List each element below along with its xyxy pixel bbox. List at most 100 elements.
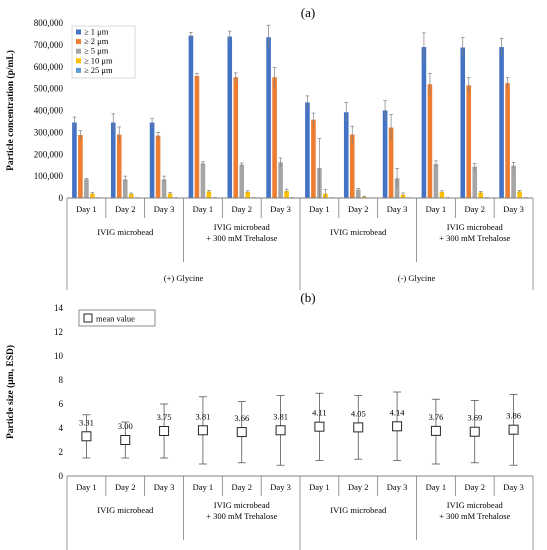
- chart-b-category-label: Day 1: [309, 482, 330, 492]
- chart-a-bar: [284, 191, 289, 198]
- chart-a-group-label: + 300 mM Trehalose: [439, 233, 510, 243]
- chart-b-data-label: 4.11: [312, 408, 327, 418]
- chart-b-y-axis-title: Particle size (μm, ESD): [5, 345, 16, 439]
- chart-b-mean-marker: [430, 425, 441, 436]
- chart-a-category-label: Day 2: [231, 204, 252, 214]
- chart-a-bars: [72, 24, 528, 199]
- chart-b-y-tick-label: 4: [59, 423, 64, 433]
- chart-a-y-tick-label: 600,000: [34, 62, 64, 72]
- chart-a-group-label: IVIG microbead: [214, 222, 271, 232]
- chart-a-y-axis: 0 100,000 200,000 300,000 400,000 500,000 600,…: [5, 5, 315, 203]
- chart-b-panel-label: (b): [300, 290, 315, 305]
- chart-a-bar: [200, 163, 206, 198]
- chart-b-y-tick-label: 10: [54, 351, 64, 361]
- chart-b-legend-swatch: [83, 313, 93, 323]
- chart-b-data-label: 4.05: [351, 408, 366, 418]
- chart-a-bar: [239, 164, 245, 198]
- chart-a-legend-box: [71, 25, 136, 79]
- chart-b-y-tick-label: 2: [59, 447, 64, 457]
- chart-a-bar: [72, 122, 77, 198]
- chart-b-category-label: Day 1: [76, 482, 97, 492]
- chart-a-supergroup-label: (+) Glycine: [164, 273, 204, 283]
- chart-a-bar: [161, 179, 167, 198]
- chart-b-category-label: Day 2: [231, 482, 252, 492]
- chart-b-mean-marker: [275, 425, 286, 436]
- chart-b-legend-box: [78, 309, 156, 327]
- chart-a-bar: [245, 191, 251, 198]
- chart-a-panel-label: (a): [301, 5, 315, 20]
- chart-b-data-label: 3.00: [118, 421, 133, 431]
- chart-a-bar: [122, 179, 128, 198]
- chart-a-bar: [382, 110, 388, 198]
- chart-b-mean-marker: [469, 426, 480, 437]
- chart-a-legend-swatch: [76, 29, 81, 35]
- chart-a-y-tick-label: 500,000: [34, 84, 64, 94]
- chart-b-category-label: Day 3: [387, 482, 408, 492]
- chart-b-mean-marker: [353, 422, 364, 433]
- chart-b-category-label: Day 2: [464, 482, 485, 492]
- chart-b-category-label: Day 3: [503, 482, 524, 492]
- chart-b-category-label: Day 1: [426, 482, 447, 492]
- chart-b-group-label: IVIG microbead: [330, 505, 387, 515]
- chart-a-group-label: + 300 mM Trehalose: [206, 233, 277, 243]
- chart-b-group-label: IVIG microbead: [214, 500, 271, 510]
- chart-b-group-label: IVIG microbead: [447, 500, 504, 510]
- chart-b-legend-label: mean value: [96, 314, 135, 324]
- chart-a-category-label: Day 1: [193, 204, 214, 214]
- chart-a-bar: [155, 135, 161, 198]
- chart-b-data-label: 3.69: [467, 413, 482, 423]
- chart-a-bar: [167, 193, 173, 198]
- chart-b-category-label: Day 3: [154, 482, 175, 492]
- chart-b-data-label: 3.75: [157, 412, 172, 422]
- chart-a-bar: [278, 162, 283, 198]
- chart-a-bar: [478, 192, 484, 198]
- chart-a-bar: [266, 37, 271, 198]
- chart-a-bar: [355, 189, 361, 198]
- chart-a-group-label: IVIG microbead: [447, 222, 504, 232]
- chart-a-y-tick-label: 300,000: [34, 127, 64, 137]
- chart-a-bar: [517, 191, 522, 198]
- chart-a-bar: [433, 164, 439, 198]
- chart-b-data-label: 3.31: [79, 417, 94, 427]
- chart-a-bar: [305, 102, 310, 198]
- chart-b-mean-marker: [392, 421, 403, 432]
- chart-a-legend-swatch: [76, 39, 81, 45]
- chart-a-y-axis-title: Particle concentration (p/mL): [5, 50, 16, 171]
- chart-b-data-label: 3.81: [195, 411, 210, 421]
- chart-b-y-tick-label: 8: [59, 375, 64, 385]
- chart-a-category-label: Day 3: [503, 204, 524, 214]
- chart-b-y-axis: 0 2 4 6 8 10 12 14 Particle size (μm, ESD) (b): [5, 290, 316, 481]
- chart-a-legend: ≥ 1 μm≥ 2 μm≥ 5 μm≥ 10 μm≥ 25 μm: [71, 25, 136, 79]
- chart-a-bar: [466, 85, 472, 198]
- chart-b-group-label: + 300 mM Trehalose: [439, 511, 510, 521]
- chart-a-bar: [460, 47, 466, 198]
- chart-a-category-axis: Day 1 Day 2 Day 3 Day 1 Day 2 Day 3 Day 1 Day 2…: [66, 197, 534, 290]
- chart-a-bar: [311, 119, 316, 198]
- chart-b-mean-marker: [159, 426, 170, 436]
- chart-a-bar: [227, 36, 233, 198]
- chart-a-category-label: Day 2: [464, 204, 485, 214]
- chart-a-legend-label: ≥ 10 μm: [84, 55, 113, 65]
- chart-a-legend-label: ≥ 5 μm: [84, 46, 109, 56]
- chart-a-bar: [128, 194, 134, 198]
- chart-a-bar: [110, 122, 116, 198]
- chart-b-data-label: 3.86: [506, 411, 521, 421]
- chart-a-legend-label: ≥ 2 μm: [84, 36, 109, 46]
- chart-b-group-label: IVIG microbead: [97, 505, 154, 515]
- chart-a-supergroup-label: (-) Glycine: [398, 273, 436, 283]
- chart-a-bar: [427, 84, 433, 198]
- chart-a-y-tick-label: 100,000: [34, 171, 64, 181]
- chart-a-y-tick-label: 200,000: [34, 149, 64, 159]
- chart-a-y-tick-label: 0: [59, 193, 64, 203]
- chart-b-mean-marker: [197, 425, 208, 436]
- chart-a-category-label: Day 2: [348, 204, 369, 214]
- chart-b-category-label: Day 2: [348, 482, 369, 492]
- chart-a-group-label: IVIG microbead: [330, 227, 387, 237]
- chart-b-legend: mean value: [78, 309, 156, 327]
- chart-a-y-tick-label: 400,000: [34, 106, 64, 116]
- chart-a-bar: [90, 193, 95, 198]
- chart-a-legend-swatch: [76, 67, 81, 73]
- chart-a-bar: [78, 135, 83, 198]
- chart-b-mean-marker: [314, 421, 325, 432]
- chart-a-category-label: Day 1: [309, 204, 330, 214]
